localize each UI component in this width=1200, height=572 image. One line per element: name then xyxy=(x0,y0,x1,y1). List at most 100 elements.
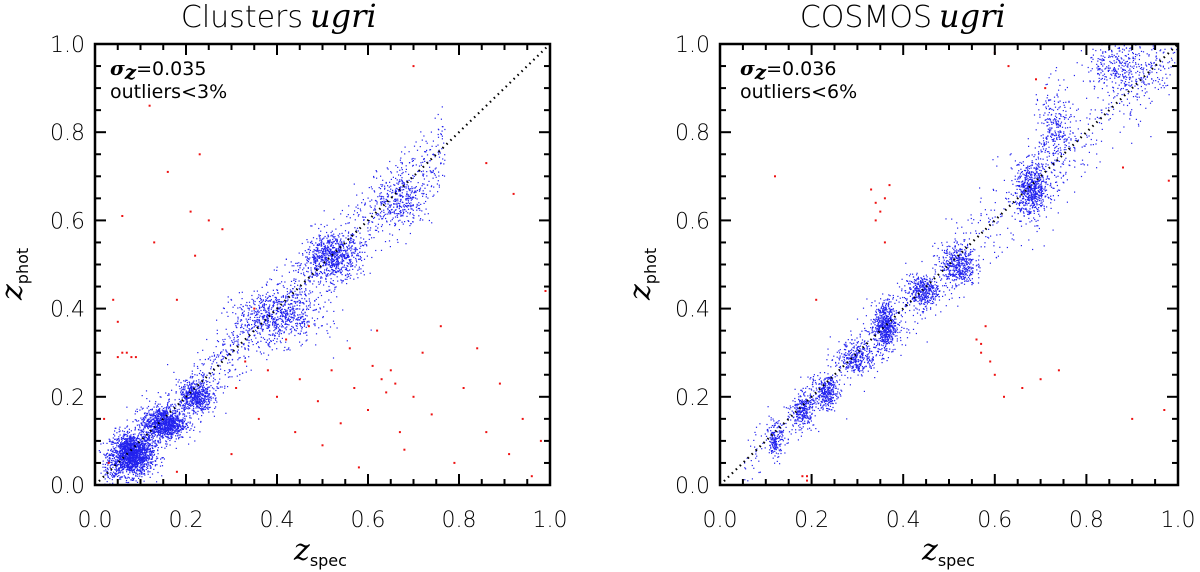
member-point xyxy=(337,243,340,245)
member-point xyxy=(127,473,129,475)
member-point xyxy=(353,256,355,258)
member-point xyxy=(176,428,178,430)
member-point xyxy=(317,244,319,247)
member-point xyxy=(171,435,173,437)
member-point xyxy=(281,330,283,332)
member-point xyxy=(174,418,176,420)
member-point xyxy=(184,380,186,382)
member-point xyxy=(148,422,150,424)
member-point xyxy=(260,313,262,315)
member-point xyxy=(288,315,290,317)
member-point xyxy=(149,417,151,419)
member-point xyxy=(210,399,212,401)
member-point xyxy=(116,459,118,461)
member-point xyxy=(118,439,120,441)
member-point xyxy=(194,390,196,392)
member-point xyxy=(126,447,128,449)
member-point xyxy=(151,429,153,431)
member-point xyxy=(324,246,326,248)
member-point xyxy=(112,464,114,466)
member-point xyxy=(294,302,297,304)
member-point xyxy=(293,278,295,280)
member-point xyxy=(301,321,303,323)
member-point xyxy=(253,303,255,305)
member-point xyxy=(359,255,361,258)
member-point xyxy=(329,242,331,244)
member-point xyxy=(350,274,352,276)
member-point xyxy=(315,286,318,288)
member-point xyxy=(137,454,139,456)
member-point xyxy=(133,444,135,446)
member-point xyxy=(384,185,386,187)
member-point xyxy=(167,438,169,440)
member-point xyxy=(185,428,188,430)
member-point xyxy=(398,229,400,231)
member-point xyxy=(237,336,239,338)
member-point xyxy=(102,466,104,468)
member-point xyxy=(109,440,111,442)
member-point xyxy=(348,275,350,278)
member-point xyxy=(152,440,154,442)
member-point xyxy=(325,274,327,276)
member-point xyxy=(385,182,387,184)
member-point xyxy=(143,455,145,457)
member-point xyxy=(320,280,322,282)
member-point xyxy=(132,464,134,466)
member-point xyxy=(188,404,190,406)
member-point xyxy=(123,459,125,461)
member-point xyxy=(159,435,161,437)
member-point xyxy=(105,454,107,456)
member-point xyxy=(257,309,259,311)
member-point xyxy=(196,391,198,393)
member-point xyxy=(181,422,183,424)
member-point xyxy=(246,365,248,367)
member-point xyxy=(140,458,142,460)
member-point xyxy=(162,435,164,437)
member-point xyxy=(148,437,150,439)
member-point xyxy=(204,389,206,391)
member-point xyxy=(119,467,121,469)
member-point xyxy=(337,261,339,263)
member-point xyxy=(178,379,180,381)
member-point xyxy=(316,258,318,260)
member-point xyxy=(195,401,197,403)
member-point xyxy=(137,466,139,468)
member-point xyxy=(387,168,389,170)
member-point xyxy=(147,445,149,447)
member-point xyxy=(331,261,334,263)
member-point xyxy=(371,199,373,201)
member-point xyxy=(294,328,296,330)
member-point xyxy=(189,429,191,431)
member-point xyxy=(265,324,267,326)
member-point xyxy=(233,331,235,333)
member-point xyxy=(200,393,203,395)
member-point xyxy=(333,265,335,268)
member-point xyxy=(413,187,415,189)
member-point xyxy=(126,441,129,443)
member-point xyxy=(370,329,372,331)
member-point xyxy=(170,432,172,434)
member-point xyxy=(128,460,131,462)
member-point xyxy=(346,340,348,342)
member-point xyxy=(126,450,128,452)
member-point xyxy=(178,417,180,419)
member-point xyxy=(140,434,142,436)
member-point xyxy=(294,286,296,288)
member-point xyxy=(182,424,184,426)
member-point xyxy=(140,429,142,431)
member-point xyxy=(150,427,152,429)
member-point xyxy=(205,391,207,393)
member-point xyxy=(175,430,177,432)
member-point xyxy=(327,249,329,251)
member-point xyxy=(166,426,168,428)
member-point xyxy=(418,202,420,204)
member-point xyxy=(280,311,282,313)
member-point xyxy=(136,437,138,439)
member-point xyxy=(112,471,115,473)
member-point xyxy=(146,466,148,469)
member-point xyxy=(162,413,165,415)
member-point xyxy=(389,204,391,206)
member-point xyxy=(138,460,140,462)
member-point xyxy=(281,325,283,327)
member-point xyxy=(217,356,220,358)
